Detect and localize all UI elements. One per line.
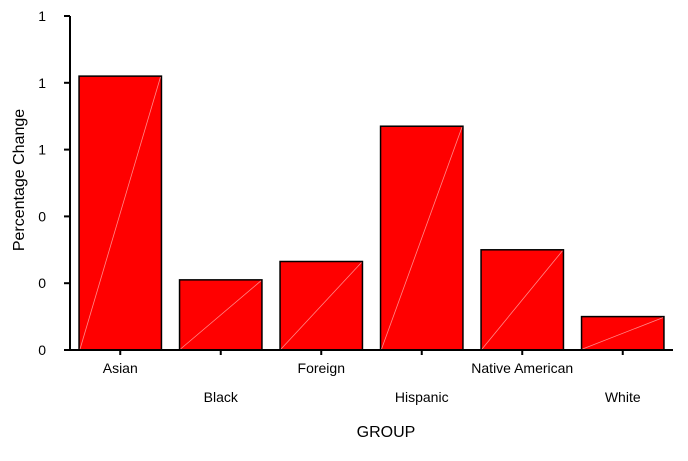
x-category-label: Foreign [298,360,345,376]
bar-diagonal [582,317,664,350]
x-category-label: White [605,389,641,405]
y-tick-label: 0 [38,275,46,291]
y-tick-label: 0 [38,342,46,358]
x-category-label: Native American [471,360,573,376]
x-category-label: Hispanic [395,389,449,405]
bar-diagonal [79,77,161,350]
y-axis-title: Percentage Change [11,109,28,251]
y-tick-label: 1 [38,75,46,91]
bar-diagonal [381,127,463,350]
bars-group [78,75,665,351]
x-category-label: Asian [103,360,138,376]
bar-diagonal [280,262,362,350]
y-ticks-group: 0 0 0 1 1 1 [38,8,70,358]
x-category-label: Black [204,389,239,405]
y-tick-label: 1 [38,142,46,158]
x-ticks-group: Asian Black Foreign Hispanic Native American… [103,350,641,405]
x-axis-title: GROUP [357,424,416,441]
y-tick-label: 0 [38,208,46,224]
bar-diagonal [180,280,262,350]
bar-diagonal [481,250,563,350]
y-tick-label: 1 [38,8,46,24]
